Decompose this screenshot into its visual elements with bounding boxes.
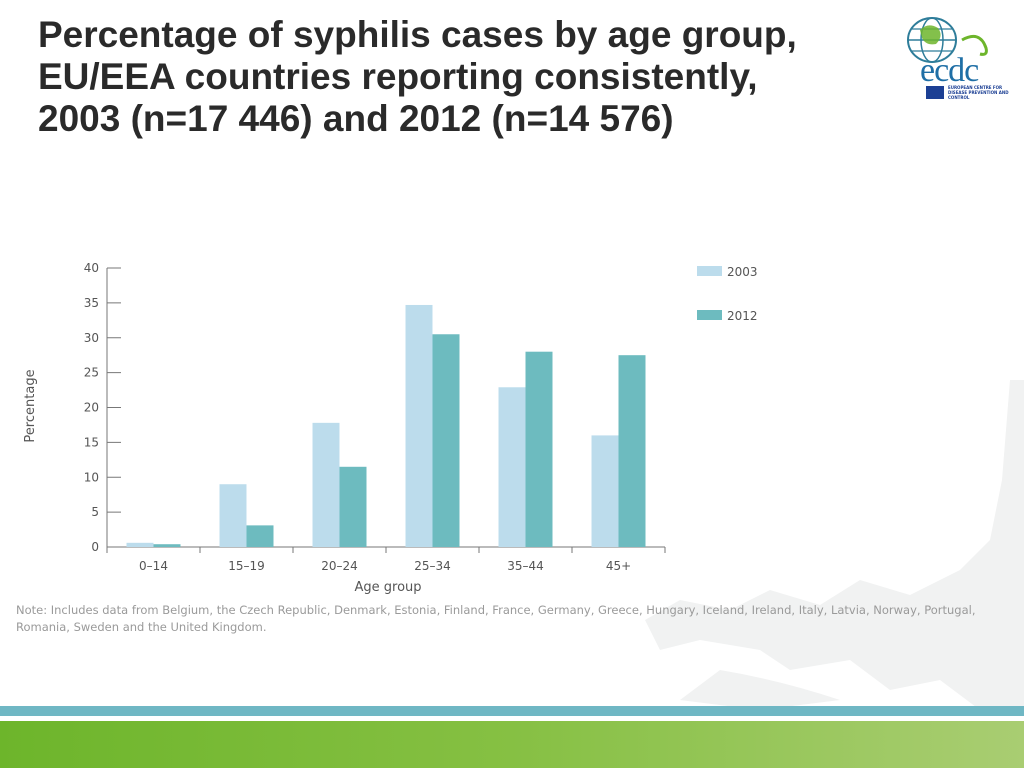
bars (126, 304, 646, 547)
y-tick-label: 15 (84, 435, 99, 449)
legend: 2003 2012 (697, 265, 758, 323)
bar-2003-2 (312, 422, 340, 547)
eu-flag-icon (926, 86, 944, 99)
bar-chart: 0 5 10 15 20 25 30 35 40 0–14 15–19 20–24 25–34 35–4… (23, 261, 758, 595)
y-tick-label: 25 (84, 366, 99, 380)
legend-swatch-2003 (697, 266, 722, 276)
europe-map-watermark (645, 380, 1024, 710)
bar-2012-1 (246, 525, 274, 547)
footer-stripe-white (0, 716, 1024, 721)
x-tick-label: 45+ (606, 559, 631, 573)
bar-2003-4 (498, 387, 526, 547)
x-tick-label: 35–44 (507, 559, 544, 573)
title-line-3: 2003 (n=17 446) and 2012 (n=14 576) (38, 98, 674, 139)
logo-wordmark: ecdc (920, 52, 979, 89)
y-tick-label: 40 (84, 261, 99, 275)
y-axis-label: Percentage (23, 369, 38, 442)
x-axis: 0–14 15–19 20–24 25–34 35–44 45+ (106, 546, 666, 573)
x-tick-label: 15–19 (228, 559, 265, 573)
y-tick-label: 35 (84, 296, 99, 310)
x-axis-label: Age group (354, 580, 421, 595)
y-tick-label: 10 (84, 470, 99, 484)
y-tick-label: 0 (91, 540, 99, 554)
footnote: Note: Includes data from Belgium, the Cz… (16, 603, 976, 634)
page-title: Percentage of syphilis cases by age grou… (38, 14, 888, 140)
logo-subtext: EUROPEAN CENTRE FOR DISEASE PREVENTION A… (948, 85, 1009, 100)
bar-2003-3 (405, 304, 433, 547)
bar-2003-5 (591, 435, 619, 547)
title-line-1: Percentage of syphilis cases by age grou… (38, 14, 797, 55)
bar-2012-2 (339, 466, 367, 547)
y-tick-label: 5 (91, 505, 99, 519)
legend-label-2003: 2003 (727, 265, 758, 279)
y-axis: 0 5 10 15 20 25 30 35 40 (84, 261, 121, 554)
x-tick-label: 20–24 (321, 559, 358, 573)
bar-2003-0 (126, 542, 154, 547)
bar-2012-4 (525, 351, 553, 547)
globe-logo-icon (907, 17, 988, 63)
footer-stripe-blue (0, 706, 1024, 716)
bar-2012-0 (153, 544, 181, 547)
title-line-2: EU/EEA countries reporting consistently, (38, 56, 758, 97)
bar-2012-3 (432, 334, 460, 547)
legend-label-2012: 2012 (727, 309, 758, 323)
y-tick-label: 20 (84, 401, 99, 415)
x-tick-label: 0–14 (139, 559, 168, 573)
y-tick-label: 30 (84, 331, 99, 345)
x-tick-label: 25–34 (414, 559, 451, 573)
footer-band-green (0, 721, 1024, 768)
bar-2003-1 (219, 484, 247, 547)
legend-swatch-2012 (697, 310, 722, 320)
bar-2012-5 (618, 355, 646, 547)
